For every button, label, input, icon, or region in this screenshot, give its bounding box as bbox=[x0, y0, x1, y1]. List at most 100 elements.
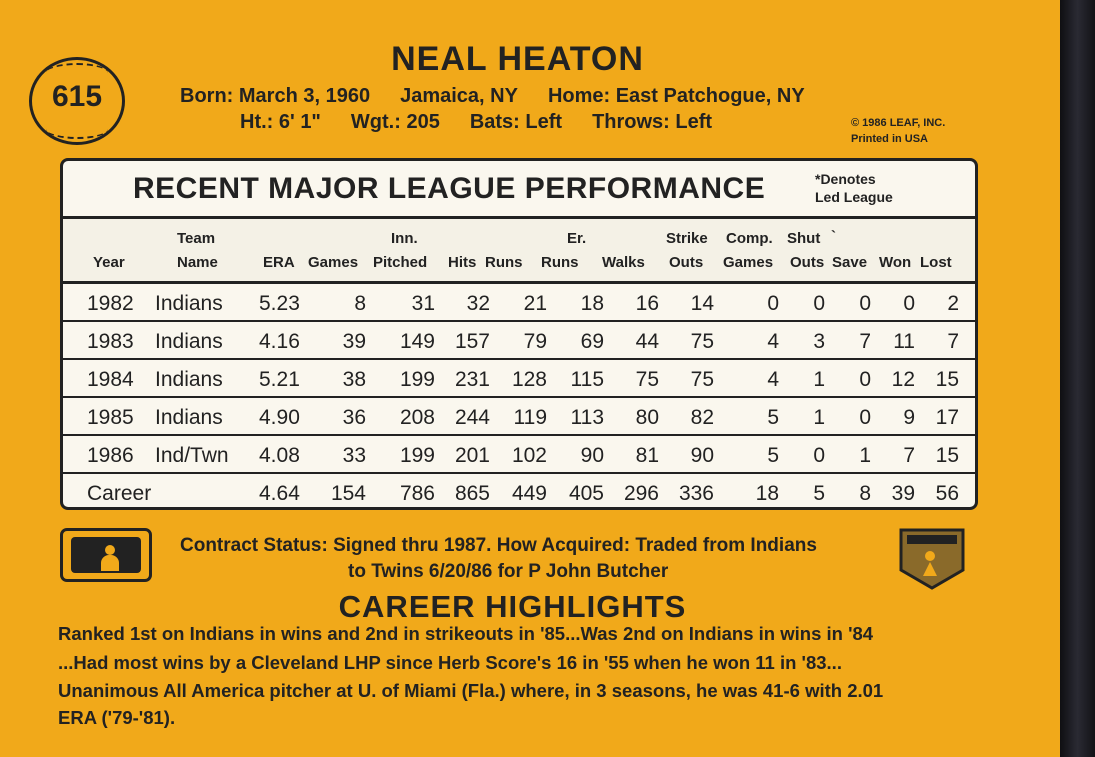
cell-inn: 149 bbox=[399, 330, 435, 353]
stats-note-line: *Denotes bbox=[815, 171, 876, 187]
cell-so: 90 bbox=[690, 444, 714, 467]
cell-inn: 199 bbox=[399, 444, 435, 467]
col-header-cg: Games bbox=[723, 254, 774, 271]
player-name: NEAL HEATON bbox=[391, 40, 644, 78]
cell-so: 75 bbox=[690, 330, 714, 353]
cell-save: 0 bbox=[859, 368, 871, 391]
bats: Bats: Left bbox=[469, 111, 563, 133]
cell-lost: 15 bbox=[935, 368, 959, 391]
header-tick: ` bbox=[831, 228, 836, 245]
stats-note: *Denotes Led League bbox=[815, 170, 893, 206]
cell-walks: 296 bbox=[623, 482, 659, 505]
col-header-sho: Outs bbox=[790, 254, 825, 271]
cell-games: 8 bbox=[354, 292, 366, 315]
cell-inn: 208 bbox=[399, 406, 435, 429]
cell-sho: 1 bbox=[813, 368, 825, 391]
cell-hits: 231 bbox=[454, 368, 490, 391]
baseball-seam bbox=[46, 129, 108, 139]
cell-runs: 128 bbox=[511, 368, 547, 391]
birth-date: Born: March 3, 1960 bbox=[180, 85, 371, 107]
cell-hits: 244 bbox=[454, 406, 490, 429]
col-header-er: Er. bbox=[567, 230, 587, 247]
cell-won: 7 bbox=[903, 444, 915, 467]
cell-lost: 7 bbox=[947, 330, 959, 353]
cell-year: 1985 bbox=[87, 406, 134, 429]
cell-sho: 5 bbox=[813, 482, 825, 505]
cell-so: 14 bbox=[690, 292, 714, 315]
cell-runs: 102 bbox=[511, 444, 547, 467]
cell-won: 9 bbox=[903, 406, 915, 429]
cell-er: 69 bbox=[580, 330, 604, 353]
cell-sho: 0 bbox=[813, 292, 825, 315]
cell-era: 5.23 bbox=[259, 292, 300, 315]
col-header-so: Strike bbox=[666, 230, 708, 247]
cell-cg: 5 bbox=[767, 406, 779, 429]
cell-era: 5.21 bbox=[259, 368, 300, 391]
cell-hits: 32 bbox=[466, 292, 490, 315]
cell-sho: 1 bbox=[813, 406, 825, 429]
stats-title: RECENT MAJOR LEAGUE PERFORMANCE bbox=[133, 172, 766, 205]
highlight-line: Ranked 1st on Indians in wins and 2nd in… bbox=[58, 623, 874, 644]
col-header-sho: Shut bbox=[787, 230, 821, 247]
cell-won: 11 bbox=[893, 330, 915, 353]
cell-year: 1983 bbox=[87, 330, 134, 353]
col-header-inn: Inn. bbox=[391, 230, 418, 247]
cell-hits: 865 bbox=[454, 482, 490, 505]
card-back: 615 NEAL HEATON Born: March 3, 1960 Jamai… bbox=[0, 0, 1060, 757]
cell-sho: 3 bbox=[813, 330, 825, 353]
batter-head bbox=[105, 545, 115, 555]
cell-save: 8 bbox=[859, 482, 871, 505]
cell-won: 39 bbox=[891, 482, 915, 505]
table-row: 1984 Indians 5.21 38 199 231 128 115 75 75 4 1 0 12 15 bbox=[63, 360, 975, 398]
copyright-line: © 1986 LEAF, INC. bbox=[851, 117, 946, 129]
col-header-era: ERA bbox=[263, 254, 295, 271]
highlight-line: ERA ('79-'81). bbox=[58, 707, 176, 728]
cell-walks: 75 bbox=[635, 368, 659, 391]
cell-save: 0 bbox=[859, 406, 871, 429]
copyright: © 1986 LEAF, INC. Printed in USA bbox=[851, 115, 945, 147]
cell-era: 4.90 bbox=[259, 406, 300, 429]
cell-walks: 81 bbox=[635, 444, 659, 467]
cell-runs: 21 bbox=[523, 292, 547, 315]
cell-save: 0 bbox=[859, 292, 871, 315]
col-header-games: Games bbox=[308, 254, 359, 271]
cell-team: Indians bbox=[155, 368, 223, 391]
bio-line-2: Ht.: 6' 1" Wgt.: 205 Bats: Left Throws: Lef… bbox=[240, 111, 742, 134]
highlight-line: ...Had most wins by a Cleveland LHP sinc… bbox=[58, 652, 842, 673]
cell-team: Ind/Twn bbox=[155, 444, 229, 467]
cell-runs: 449 bbox=[511, 482, 547, 505]
printed-line: Printed in USA bbox=[851, 133, 929, 145]
cell-er: 115 bbox=[570, 368, 604, 391]
throws: Throws: Left bbox=[592, 111, 713, 133]
table-row: Career 4.64 154 786 865 449 405 296 336 18 5 8 39 56 bbox=[63, 474, 975, 512]
cell-year: 1982 bbox=[87, 292, 134, 315]
cell-team: Indians bbox=[155, 330, 223, 353]
cell-team: Indians bbox=[155, 292, 223, 315]
table-row: 1986 Ind/Twn 4.08 33 199 201 102 90 81 90 5 0 1 7 15 bbox=[63, 436, 975, 474]
mlb-logo-icon bbox=[60, 528, 152, 582]
cell-er: 113 bbox=[570, 406, 604, 429]
baseball-seam bbox=[46, 63, 108, 73]
card-number: 615 bbox=[51, 80, 103, 113]
cell-won: 12 bbox=[891, 368, 915, 391]
divider bbox=[63, 281, 975, 284]
mlb-logo-field bbox=[71, 537, 141, 573]
batter-body bbox=[101, 555, 119, 571]
col-header-walks: Walks bbox=[602, 254, 645, 271]
cell-sho: 0 bbox=[813, 444, 825, 467]
col-header-hits: Hits bbox=[448, 254, 477, 271]
cell-lost: 2 bbox=[947, 292, 959, 315]
career-highlights-title: CAREER HIGHLIGHTS bbox=[338, 589, 687, 624]
cell-save: 7 bbox=[859, 330, 871, 353]
cell-so: 336 bbox=[678, 482, 714, 505]
cell-walks: 44 bbox=[635, 330, 659, 353]
cell-save: 1 bbox=[859, 444, 871, 467]
cell-so: 75 bbox=[690, 368, 714, 391]
cell-inn: 786 bbox=[399, 482, 435, 505]
cell-year: 1984 bbox=[87, 368, 134, 391]
col-header-so: Outs bbox=[669, 254, 704, 271]
bio-line-1: Born: March 3, 1960 Jamaica, NY Home: East… bbox=[180, 85, 835, 108]
col-header-lost: Lost bbox=[920, 254, 952, 271]
cell-er: 405 bbox=[568, 482, 604, 505]
cell-games: 38 bbox=[342, 368, 366, 391]
